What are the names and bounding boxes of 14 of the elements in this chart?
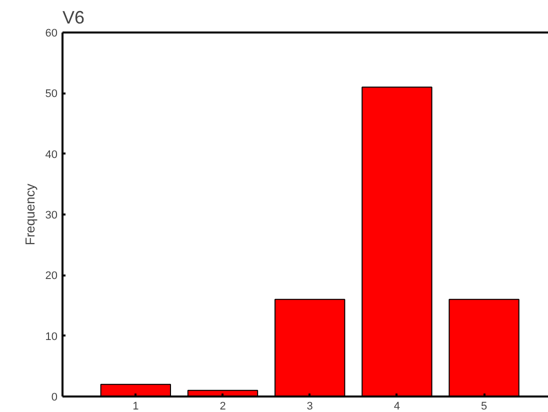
y-tick-label: 20 [45, 270, 58, 282]
y-tick-label: 40 [45, 148, 58, 161]
chart-title: V6 [62, 8, 85, 28]
x-tick-label: 3 [306, 400, 313, 412]
y-tick-label: 50 [45, 88, 58, 100]
y-tick-label: 60 [45, 28, 58, 40]
y-tick-label: 10 [45, 330, 58, 343]
y-tick-label: 0 [51, 392, 58, 404]
x-tick-label: 4 [394, 400, 400, 412]
y-tick-label: 30 [45, 210, 58, 222]
y-axis-title: Frequency [22, 183, 38, 246]
x-tick-label: 5 [480, 400, 488, 412]
x-tick-label: 1 [132, 400, 139, 412]
x-tick-label: 2 [220, 400, 226, 412]
